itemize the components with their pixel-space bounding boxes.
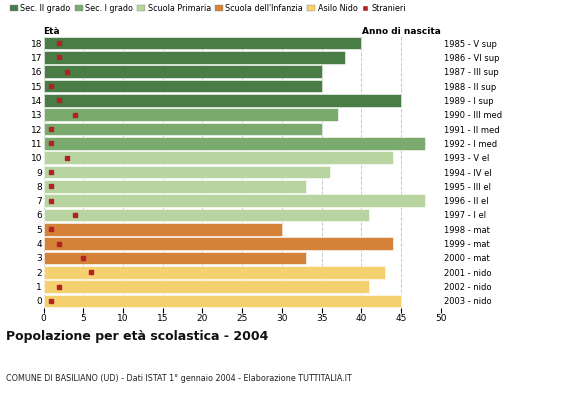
Bar	[44, 237, 393, 250]
Bar	[44, 252, 306, 264]
Bar	[44, 223, 282, 236]
Bar	[44, 266, 385, 278]
Bar	[44, 180, 306, 193]
Bar	[44, 294, 401, 307]
Bar	[44, 94, 401, 107]
Text: Popolazione per età scolastica - 2004: Popolazione per età scolastica - 2004	[6, 330, 268, 343]
Bar	[44, 280, 369, 293]
Bar	[44, 209, 369, 221]
Bar	[44, 123, 321, 135]
Bar	[44, 137, 425, 150]
Bar	[44, 37, 361, 50]
Text: Età: Età	[44, 27, 60, 36]
Text: COMUNE DI BASILIANO (UD) - Dati ISTAT 1° gennaio 2004 - Elaborazione TUTTITALIA.: COMUNE DI BASILIANO (UD) - Dati ISTAT 1°…	[6, 374, 351, 383]
Bar	[44, 151, 393, 164]
Bar	[44, 51, 346, 64]
Bar	[44, 194, 425, 207]
Bar	[44, 166, 329, 178]
Bar	[44, 80, 321, 92]
Text: Anno di nascita: Anno di nascita	[362, 27, 441, 36]
Bar	[44, 108, 338, 121]
Legend: Sec. II grado, Sec. I grado, Scuola Primaria, Scuola dell'Infanzia, Asilo Nido, : Sec. II grado, Sec. I grado, Scuola Prim…	[10, 4, 407, 13]
Bar	[44, 66, 321, 78]
